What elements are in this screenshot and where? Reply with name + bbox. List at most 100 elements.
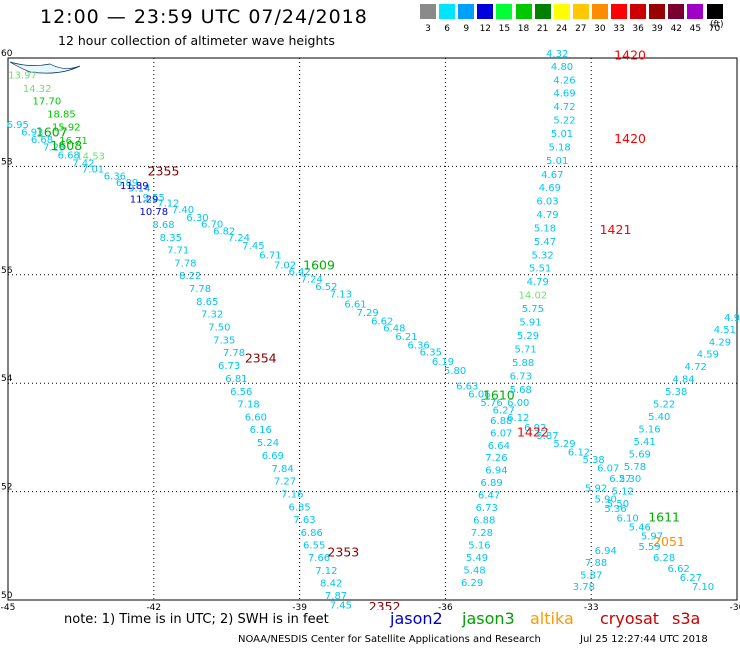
wave-height-value: 7.28 (471, 528, 493, 539)
wave-height-value: 7.84 (271, 464, 293, 475)
wave-height-value: 6.12 (568, 447, 590, 458)
wave-height-value: 6.92 (524, 423, 546, 434)
wave-height-value: 5.51 (529, 264, 551, 275)
wave-height-value: 7.71 (167, 246, 189, 257)
wave-height-value: 7.40 (172, 205, 194, 216)
wave-height-value: 14.53 (76, 151, 105, 162)
wave-height-value: 7.50 (208, 323, 230, 334)
pass-time-label: 2051 (653, 534, 685, 549)
wave-height-value: 7.12 (315, 566, 337, 577)
wave-height-value: 7.87 (325, 591, 347, 602)
wave-height-value: 8.22 (179, 271, 201, 282)
wave-height-value: 5.88 (512, 358, 534, 369)
pass-time-label: 1609 (303, 257, 335, 272)
wave-height-value: 5.18 (534, 223, 556, 234)
legend-swatch (611, 4, 627, 19)
wave-height-value: 5.87 (580, 570, 602, 581)
legend-label: 12 (479, 24, 492, 34)
wave-height-value: 5.16 (468, 541, 490, 552)
pass-time-label: 2353 (327, 545, 359, 560)
wave-height-value: 5.47 (534, 237, 556, 248)
wave-height-value: 5.01 (551, 129, 573, 140)
wave-height-value: 7.78 (174, 259, 196, 270)
legend-swatch (591, 4, 608, 19)
wave-height-value: 9.55 (143, 193, 165, 204)
satellite-name: altika (530, 609, 574, 628)
wave-height-value: 7.29 (357, 308, 379, 319)
wave-height-value: 4.51 (714, 325, 736, 336)
legend-swatch (496, 4, 513, 19)
wave-height-value: 7.23 (43, 143, 65, 154)
wave-height-value: 5.97 (641, 531, 663, 542)
wave-height-value: 17.70 (33, 97, 62, 108)
wave-height-value: 6.68 (31, 135, 53, 146)
wave-height-value: 8.35 (160, 233, 182, 244)
legend-label: 6 (444, 24, 450, 34)
wave-height-value: 6.27 (680, 573, 702, 584)
wave-height-value: 6.88 (490, 416, 512, 427)
legend-label: 9 (463, 24, 470, 34)
wave-height-value: 6.36 (408, 341, 430, 352)
wave-height-value: 5.32 (531, 251, 553, 262)
wave-height-value: 7.18 (237, 400, 259, 411)
legend-label: 18 (517, 24, 530, 34)
wave-height-value: 6.68 (58, 150, 80, 161)
legend-label: 15 (498, 24, 511, 34)
wave-height-value: 6.60 (245, 413, 267, 424)
wave-height-value: 6.73 (218, 361, 240, 372)
wave-height-value: 6.27 (493, 406, 515, 417)
wave-height-value: 6.00 (507, 398, 529, 409)
wave-height-value: 16.71 (59, 136, 88, 147)
wave-height-value: 5.24 (257, 438, 279, 449)
wave-height-value: 11.29 (130, 195, 159, 206)
wave-height-value: 7.01 (82, 164, 104, 175)
legend-label: 70 (708, 24, 721, 34)
wave-height-value: 6.48 (383, 324, 405, 335)
wave-height-value: 5.12 (612, 486, 634, 497)
wave-height-value: 4.79 (527, 277, 549, 288)
wave-height-value: 6.81 (225, 374, 247, 385)
pass-time-label: 1421 (600, 222, 632, 237)
wave-height-value: 4.69 (539, 183, 561, 194)
wave-height-map: -45 -42 -39 -36 -33 -30 60 58 56 54 52 50 13.97 14.32… (1, 48, 740, 610)
lon-tick-label: -36 (438, 603, 453, 610)
wave-height-value: 5.75 (522, 304, 544, 315)
wave-height-value: 7.78 (189, 284, 211, 295)
timestamp: Jul 25 12:27:44 UTC 2018 (580, 634, 708, 645)
wave-height-value: 6.06 (468, 389, 490, 400)
lon-tick-label: -45 (1, 603, 16, 610)
wave-height-value: 5.22 (653, 400, 675, 411)
wave-height-value: 6.19 (432, 357, 454, 368)
satellite-name: jason3 (462, 609, 515, 628)
lat-tick-label: 50 (1, 591, 13, 601)
wave-height-value: 6.89 (116, 178, 138, 189)
wave-height-value: 6.10 (617, 513, 639, 524)
wave-height-value: 7.24 (301, 274, 323, 285)
pass-time-label: 1422 (517, 424, 549, 439)
wave-height-value: 11.89 (120, 181, 149, 192)
pass-time-label: 2355 (148, 164, 180, 179)
wave-height-value: 7.66 (308, 553, 330, 564)
legend-swatch (649, 4, 666, 19)
wave-height-value: 5.90 (595, 494, 617, 505)
wave-height-value: 5.40 (648, 412, 670, 423)
wave-height-value: 15.92 (52, 123, 81, 134)
wave-height-value: 6.55 (303, 541, 325, 552)
pass-time-label: 1607 (36, 125, 68, 140)
legend-swatch (687, 4, 704, 19)
credit-line: NOAA/NESDIS Center for Satellite Applica… (238, 634, 541, 645)
wave-height-value: 14.32 (23, 84, 52, 95)
wave-height-value: 13.97 (8, 71, 37, 82)
wave-height-value: 6.42 (288, 267, 310, 278)
wave-height-value: 5.78 (624, 462, 646, 473)
coastline (9, 61, 81, 74)
wave-height-value: 7.88 (585, 558, 607, 569)
wave-height-value: 6.07 (597, 464, 619, 475)
wave-height-value: 6.94 (485, 466, 507, 477)
wave-height-value: 5.68 (510, 385, 532, 396)
lon-tick-label: -33 (584, 603, 599, 610)
wave-height-value: 6.73 (476, 503, 498, 514)
legend-swatch (477, 4, 494, 19)
legend-swatch (553, 4, 570, 19)
wave-height-value: 7.42 (72, 158, 94, 169)
